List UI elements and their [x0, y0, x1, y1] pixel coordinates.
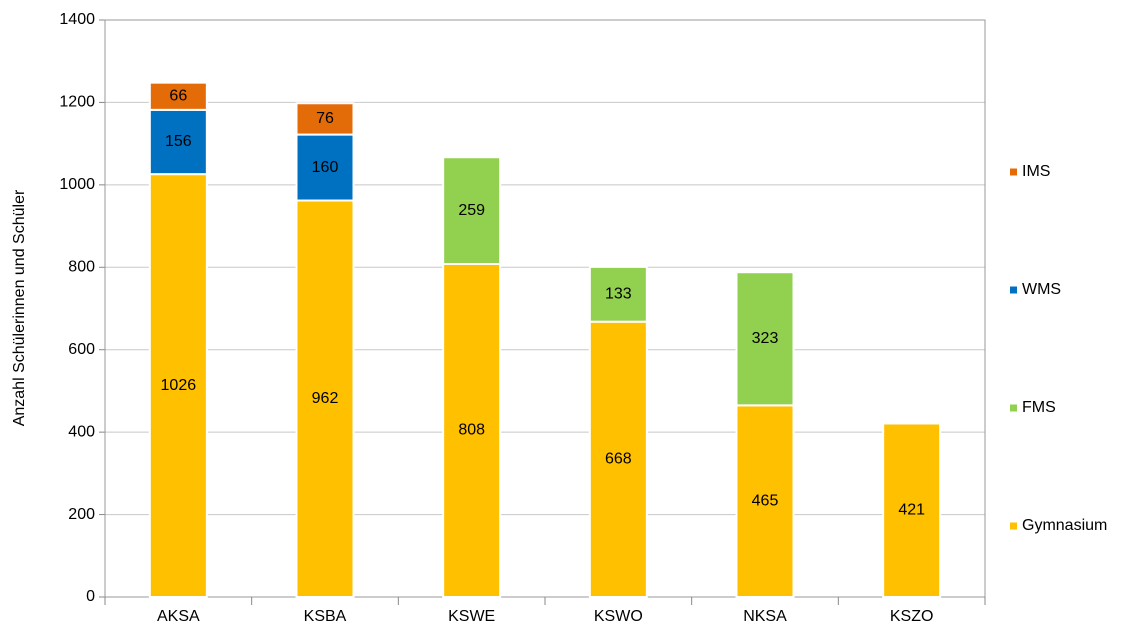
data-label: 1026	[161, 377, 197, 394]
data-label: 421	[898, 501, 925, 518]
legend-swatch	[1010, 286, 1017, 294]
legend-swatch	[1010, 522, 1017, 530]
plot-frame	[104, 19, 986, 598]
bar-segment	[148, 173, 208, 599]
bar-segment	[295, 199, 355, 598]
x-tick-label: KSWO	[594, 608, 643, 625]
y-tick-label: 0	[86, 588, 95, 605]
legend-label: IMS	[1022, 163, 1050, 180]
y-tick-label: 1200	[59, 94, 95, 111]
data-label: 962	[312, 390, 339, 407]
legend-label: Gymnasium	[1022, 517, 1107, 534]
y-tick-label: 600	[68, 341, 95, 358]
bar-segment	[588, 265, 648, 323]
y-tick-label: 1400	[59, 11, 95, 28]
bar-segment	[442, 156, 502, 265]
x-tick-label: NKSA	[743, 608, 787, 625]
data-label: 668	[605, 451, 632, 468]
data-label: 160	[312, 159, 339, 176]
x-tick-label: KSBA	[304, 608, 347, 625]
data-label: 76	[316, 110, 334, 127]
bar-segment	[295, 133, 355, 202]
data-label: 259	[458, 202, 485, 219]
bar-segment	[882, 422, 942, 598]
legend-label: WMS	[1022, 281, 1061, 298]
bar-segment	[295, 102, 355, 136]
y-axis-label: Anzahl Schülerinnen und Schüler	[11, 189, 28, 426]
x-tick-label: KSWE	[448, 608, 495, 625]
data-label: 465	[752, 492, 779, 509]
data-label: 133	[605, 285, 632, 302]
legend-swatch	[1010, 404, 1017, 412]
legend-swatch	[1010, 168, 1017, 176]
y-tick-label: 1000	[59, 176, 95, 193]
bar-segment	[148, 108, 208, 176]
data-label: 808	[458, 422, 485, 439]
data-label: 156	[165, 133, 192, 150]
y-tick-label: 200	[68, 506, 95, 523]
bar-segment	[735, 271, 795, 407]
y-tick-label: 400	[68, 423, 95, 440]
data-label: 66	[169, 87, 187, 104]
y-tick-label: 800	[68, 259, 95, 276]
x-tick-label: AKSA	[157, 608, 200, 625]
bar-segment	[442, 262, 502, 598]
bar-segment	[588, 320, 648, 598]
bar-segment	[148, 81, 208, 111]
legend-label: FMS	[1022, 399, 1056, 416]
data-label: 323	[752, 330, 779, 347]
x-tick-label: KSZO	[890, 608, 934, 625]
